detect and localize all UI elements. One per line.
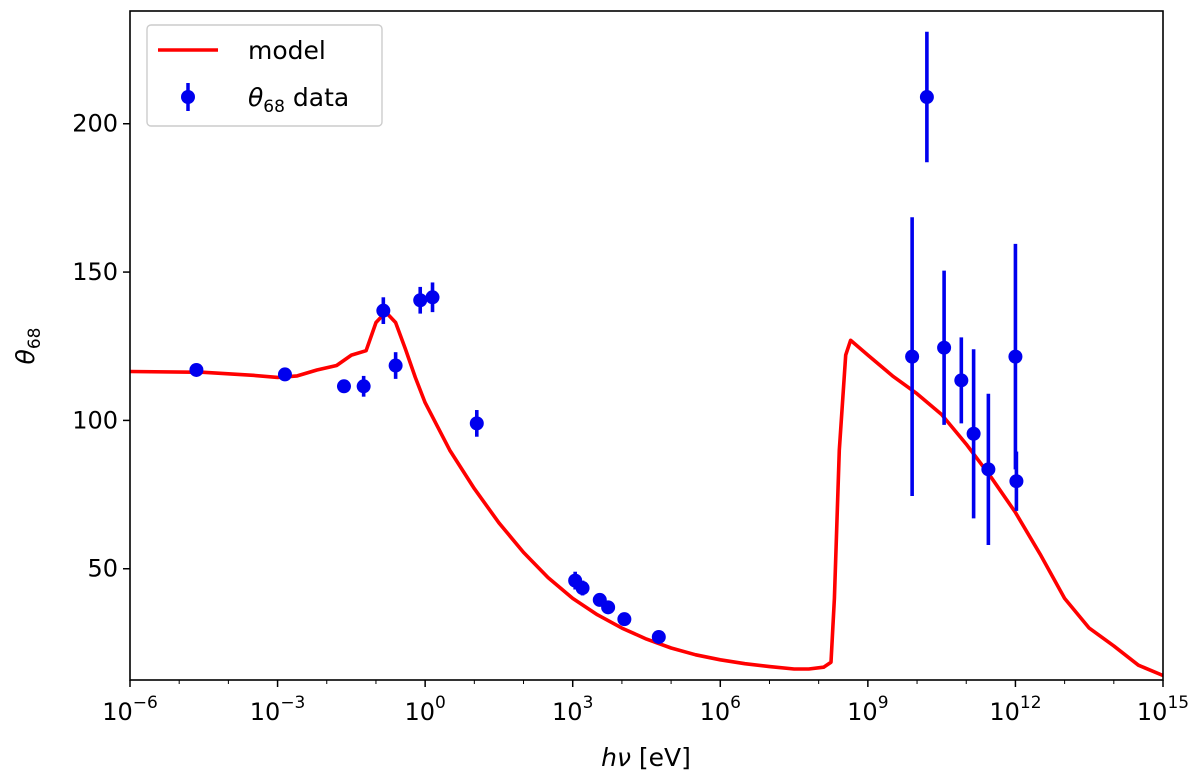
x-tick-label: 103 [552,693,593,726]
data-marker [954,373,969,388]
data-point [919,31,934,163]
data-point [376,297,391,324]
data-marker [905,349,920,364]
x-tick-label-exponent: 0 [435,693,446,713]
y-axis-label: θ68 [11,328,45,365]
data-marker [469,416,484,431]
legend-data-swatch-marker [181,90,195,104]
data-marker [937,340,952,355]
data-marker [189,362,204,377]
x-tick-label-exponent: 12 [1020,693,1042,713]
data-point [1009,451,1024,511]
x-tick-label-exponent: 15 [1167,693,1189,713]
legend-data-label-subscript: 68 [263,97,285,117]
data-marker [919,90,934,105]
y-axis-label-symbol: θ [11,349,40,364]
legend: model θ68 data [146,24,383,127]
x-tick-label-base: 10 [989,698,1020,726]
data-marker [376,303,391,318]
data-point [189,362,204,377]
x-tick-label-exponent: 3 [583,693,594,713]
data-marker [966,426,981,441]
legend-data-label-suffix: data [285,83,349,112]
x-tick-label-base: 10 [1137,698,1168,726]
data-point [1008,243,1023,470]
model-line [129,310,1164,678]
x-tick-label: 109 [847,693,888,726]
x-tick-label-exponent: −6 [133,693,158,713]
y-tick-label: 50 [87,555,118,583]
x-tick-label: 1012 [989,693,1041,726]
x-axis-label-variable: hν [601,743,631,772]
x-axis-label: hν [eV] [601,743,691,772]
data-point [651,629,666,644]
data-point [966,349,981,519]
data-point [469,410,484,437]
data-marker [617,612,632,627]
data-marker [356,379,371,394]
x-tick-label: 100 [404,693,445,726]
x-tick-label: 10−6 [102,693,158,726]
x-tick-label-exponent: 6 [730,693,741,713]
data-point [937,270,952,425]
x-tick-label: 1015 [1137,693,1189,726]
data-point [954,337,969,424]
x-tick-label-base: 10 [847,698,878,726]
data-point [575,580,590,596]
x-tick-label: 106 [700,693,741,726]
y-tick-label: 200 [72,110,118,138]
y-axis-label-subscript: 68 [25,328,45,350]
data-point [425,282,440,313]
x-tick-label-exponent: 9 [878,693,889,713]
data-marker [388,358,403,373]
x-tick-label-base: 10 [404,698,435,726]
data-marker [425,290,440,305]
data-marker [1009,474,1024,489]
legend-model-label: model [248,36,326,65]
y-tick-label: 150 [72,258,118,286]
plot-layer [129,31,1164,678]
x-tick-label-base: 10 [250,698,281,726]
plot-frame [129,10,1164,681]
x-axis-label-unit: [eV] [631,743,691,772]
legend-data-label: θ68 data [248,83,349,117]
data-point [413,286,428,314]
x-tick-label: 10−3 [250,693,306,726]
data-marker [651,629,666,644]
data-point [905,217,920,497]
data-marker [336,379,351,394]
x-tick-label-exponent: −3 [280,693,305,713]
legend-data-label-symbol: θ [248,83,263,112]
x-tick-label-base: 10 [552,698,583,726]
data-marker [277,367,292,382]
data-point [388,352,403,379]
data-point [601,600,616,615]
data-point [336,379,351,394]
data-point [277,367,292,382]
y-axis-ticks: 50 100 150 200 [72,110,130,583]
data-marker [981,462,996,477]
data-point [617,612,632,627]
x-axis-ticks: 10−6 10−3 100 103 106 109 1012 1015 [102,680,1189,726]
data-marker [413,293,428,308]
data-marker [575,581,590,596]
y-tick-label: 100 [72,406,118,434]
data-marker [601,600,616,615]
x-tick-label-base: 10 [700,698,731,726]
x-tick-label-base: 10 [102,698,133,726]
data-marker [1008,349,1023,364]
data-point [356,375,371,397]
data-point [981,393,996,546]
